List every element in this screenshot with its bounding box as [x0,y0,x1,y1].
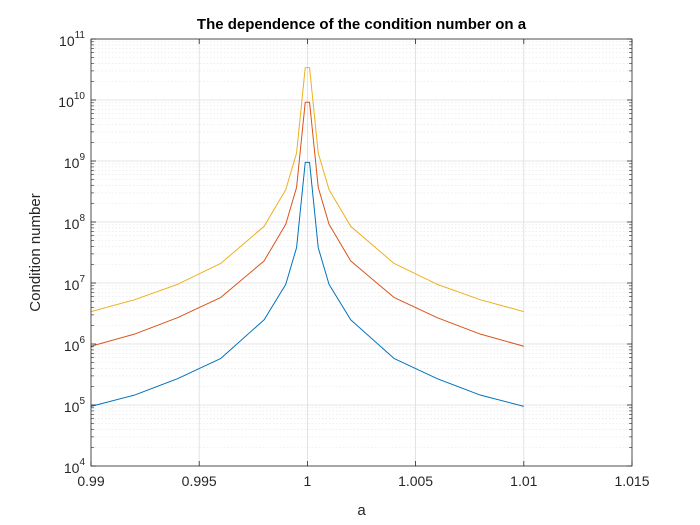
plot-frame [90,38,633,467]
x-axis-label: a [357,502,366,519]
x-tick-label: 0.99 [77,473,104,489]
plot-background [91,39,632,466]
x-tick-label: 0.995 [182,473,217,489]
x-tick-label: 1.015 [614,473,649,489]
x-tick-label: 1 [304,473,312,489]
y-tick-label: 109 [64,152,86,171]
y-tick-label: 104 [64,457,86,476]
x-tick-label: 1.005 [398,473,433,489]
y-tick-labels: 104 105 106 107 108 109 1010 1011 [58,30,85,476]
series-line-1 [90,161,524,407]
x-tick-label: 1.01 [510,473,537,489]
series-line-3 [90,67,524,313]
y-tick-label: 108 [64,213,86,232]
y-tick-label: 1010 [58,91,85,110]
chart-title: The dependence of the condition number o… [197,16,527,33]
y-tick-label: 106 [64,335,86,354]
series-line-2 [90,101,524,347]
y-axis-label: Condition number [27,193,44,311]
y-tick-label: 107 [64,274,86,293]
x-tick-labels: 0.99 0.995 1 1.005 1.01 1.015 [77,473,649,489]
series-layer [90,67,524,407]
y-tick-label: 105 [64,396,86,415]
tick-marks [90,38,633,467]
y-tick-label: 1011 [59,30,85,49]
